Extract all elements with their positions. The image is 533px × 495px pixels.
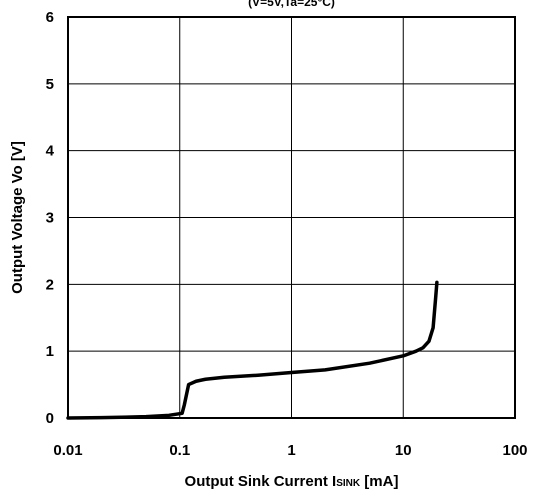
y-tick-label: 2 xyxy=(46,276,54,293)
chart-title-suffix: =5V,Ta=25°C) xyxy=(260,0,335,9)
y-tick-labels: 0 1 2 3 4 5 6 xyxy=(46,9,55,427)
x-tick-label: 0.1 xyxy=(169,442,190,459)
x-tick-label: 10 xyxy=(395,442,412,459)
x-axis-title-sub: SINK xyxy=(336,478,361,489)
x-axis-title-unit: [mA] xyxy=(360,473,398,490)
x-tick-labels: 0.01 0.1 1 10 100 xyxy=(53,442,527,459)
x-axis-title: Output Sink Current ISINK [mA] xyxy=(185,473,399,490)
x-tick-label: 100 xyxy=(502,442,527,459)
grid-lines xyxy=(67,16,516,419)
chart-title: (V=5V,Ta=25°C) xyxy=(248,0,335,9)
series-line xyxy=(66,280,439,420)
y-tick-label: 3 xyxy=(46,210,54,227)
y-axis-title: Output Voltage Vo [V] xyxy=(9,141,26,294)
y-tick-label: 0 xyxy=(46,410,54,427)
chart-title-prefix: (V xyxy=(248,0,260,9)
x-axis-title-main: Output Sink Current I xyxy=(185,473,337,490)
x-tick-label: 0.01 xyxy=(53,442,82,459)
y-tick-label: 6 xyxy=(46,9,54,26)
plot-frame xyxy=(67,16,516,419)
y-tick-label: 1 xyxy=(46,343,54,360)
y-tick-label: 4 xyxy=(46,143,55,160)
x-tick-label: 1 xyxy=(287,442,295,459)
y-tick-label: 5 xyxy=(46,76,54,93)
